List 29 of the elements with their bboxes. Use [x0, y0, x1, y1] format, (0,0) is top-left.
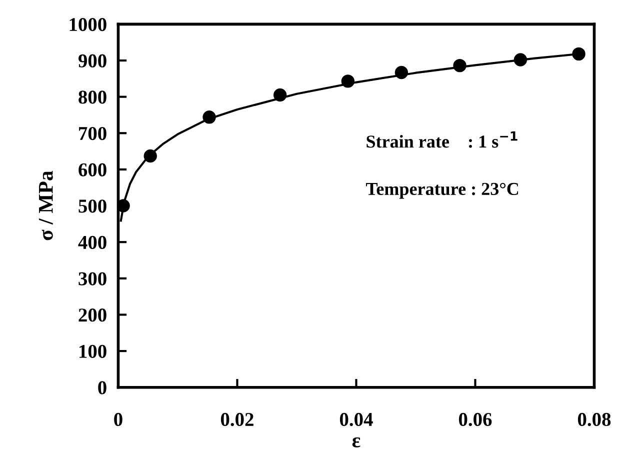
y-tick-label: 500	[78, 200, 106, 213]
x-tick-label: 0.02	[220, 412, 254, 426]
x-tick-label: 0.04	[340, 412, 373, 426]
x-tick-label: 0.06	[458, 412, 492, 426]
y-tick-label: 800	[78, 90, 106, 104]
x-tick-label: 0.08	[578, 412, 611, 426]
y-tick-label: 1000	[70, 18, 106, 32]
y-tick-label: 300	[78, 272, 106, 286]
point	[202, 110, 216, 124]
x-tick-label: 0	[114, 412, 122, 426]
point	[453, 58, 466, 72]
point	[118, 199, 130, 212]
y-tick-label: 0	[98, 381, 106, 394]
y-tick-label: 600	[78, 163, 106, 176]
x-axis-title: ε	[352, 437, 360, 448]
point	[144, 149, 157, 163]
point	[572, 47, 586, 61]
point	[514, 53, 528, 66]
point	[273, 88, 287, 102]
y-tick-label: 900	[78, 54, 106, 68]
point	[394, 66, 408, 80]
y-tick-label: 400	[78, 236, 106, 250]
annotation: Temperature : 23°C	[366, 182, 518, 199]
y-axis-title: σ / MPa	[38, 170, 53, 240]
annotation: Strain rate : 1 s$^{−1}$	[366, 131, 518, 148]
y-tick-label: 700	[79, 126, 106, 140]
y-tick-label: 200	[78, 308, 106, 322]
point	[341, 74, 354, 88]
y-tick-label: 100	[80, 344, 106, 358]
